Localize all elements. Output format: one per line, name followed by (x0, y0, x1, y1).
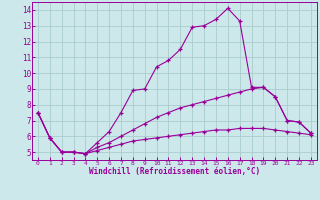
X-axis label: Windchill (Refroidissement éolien,°C): Windchill (Refroidissement éolien,°C) (89, 167, 260, 176)
